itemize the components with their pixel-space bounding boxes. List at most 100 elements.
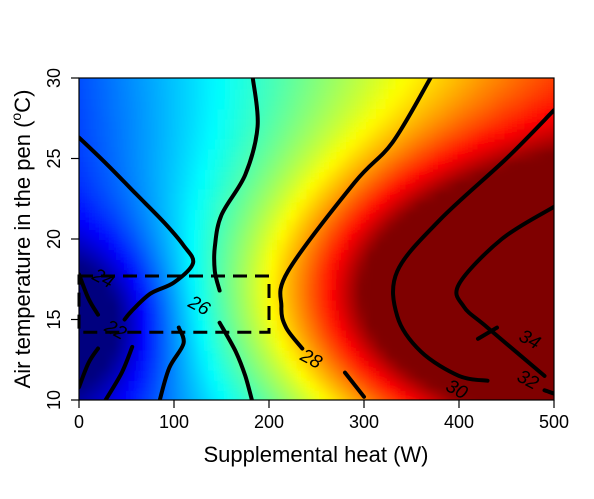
heatmap-cell [227,198,239,210]
heatmap-cell [475,400,486,411]
heatmap-cell [128,400,139,411]
heatmap-cell [494,118,506,130]
heatmap-cell [395,108,407,120]
heatmap-cell [484,389,496,400]
heatmap-cell [108,279,120,291]
heatmap-cell [504,128,516,140]
heatmap-cell [534,339,546,351]
heatmap-cell [455,319,466,331]
heatmap-cell [316,359,328,371]
heatmap-cell [544,369,554,381]
heatmap-cell [544,118,554,130]
heatmap-cell [197,289,209,301]
heatmap-cell [534,148,546,160]
heatmap-cell [326,98,338,110]
heatmap-cell [227,289,239,301]
heatmap-cell [296,349,308,361]
heatmap-cell [237,389,249,400]
heatmap-cell [79,249,80,261]
heatmap-cell [464,379,476,391]
heatmap-cell [128,389,140,400]
heatmap-cell [88,279,100,291]
heatmap-cell [375,98,387,110]
heatmap-cell [197,309,209,321]
heatmap-cell [79,289,90,301]
heatmap-cell [69,400,80,411]
heatmap-cell [514,359,526,371]
heatmap-cell [494,88,506,100]
heatmap-cell [534,389,546,400]
heatmap-cell [79,299,90,311]
heatmap-cell [88,228,100,240]
heatmap-cell [445,148,457,160]
heatmap-cell [365,379,377,391]
heatmap-cell [554,179,565,190]
heatmap-cell [247,188,259,200]
heatmap-cell [217,369,229,381]
heatmap-cell [138,369,150,381]
heatmap-cell [187,299,199,311]
heatmap-cell [504,218,516,230]
heatmap-cell [128,279,140,291]
heatmap-cell [316,118,328,130]
heatmap-cell [415,349,427,361]
heatmap-cell [296,249,308,261]
heatmap-cell [296,158,308,170]
heatmap-cell [207,138,219,150]
heatmap-cell [79,218,90,230]
heatmap-cell [296,309,308,321]
heatmap-cell [138,208,150,220]
heatmap-cell [435,78,447,90]
heatmap-cell [455,359,466,371]
heatmap-cell [187,389,199,400]
heatmap-cell [435,108,447,120]
heatmap-cell [445,108,457,120]
heatmap-cell [158,239,170,251]
heatmap-cell [346,78,358,79]
heatmap-cell [435,208,447,220]
heatmap-cell [118,349,130,361]
heatmap-cell [464,329,476,341]
heatmap-cell [514,259,526,271]
heatmap-cell [534,218,546,230]
heatmap-cell [98,98,110,110]
heatmap-cell [544,218,554,230]
heatmap-cell [286,279,298,291]
heatmap-cell [484,369,496,381]
heatmap-cell [356,319,367,331]
heatmap-cell [395,369,407,381]
heatmap-cell [79,108,90,120]
heatmap-cell [306,329,318,341]
heatmap-cell [474,269,486,281]
heatmap-cell [148,400,159,411]
contour-line-32 [454,204,554,378]
heatmap-cell [365,108,377,120]
heatmap-cell [415,329,427,341]
heatmap-cell [415,379,427,391]
heatmap-cell [108,138,120,150]
heatmap-cell [385,269,397,281]
heatmap-cell [346,329,358,341]
heatmap-cell [316,188,328,200]
heatmap-cell [296,168,308,180]
heatmap-cell [554,68,565,79]
heatmap-cell [514,400,525,411]
heatmap-cell [514,158,526,170]
heatmap-cell [207,359,219,371]
heatmap-cell [524,198,536,210]
heatmap-cell [286,78,298,79]
heatmap-cell [435,379,447,391]
heatmap-cell [148,108,160,120]
heatmap-cell [138,108,150,120]
heatmap-cell [336,379,348,391]
heatmap-cell [365,279,377,291]
heatmap-cell [484,239,496,251]
heatmap-cell [237,309,249,321]
heatmap-cell [306,289,318,301]
heatmap-cell [99,400,110,411]
heatmap-cell [415,108,427,120]
heatmap-cell [118,158,130,170]
heatmap-cell [267,198,278,210]
heatmap-cell [128,289,140,301]
heatmap-cell [286,78,298,90]
